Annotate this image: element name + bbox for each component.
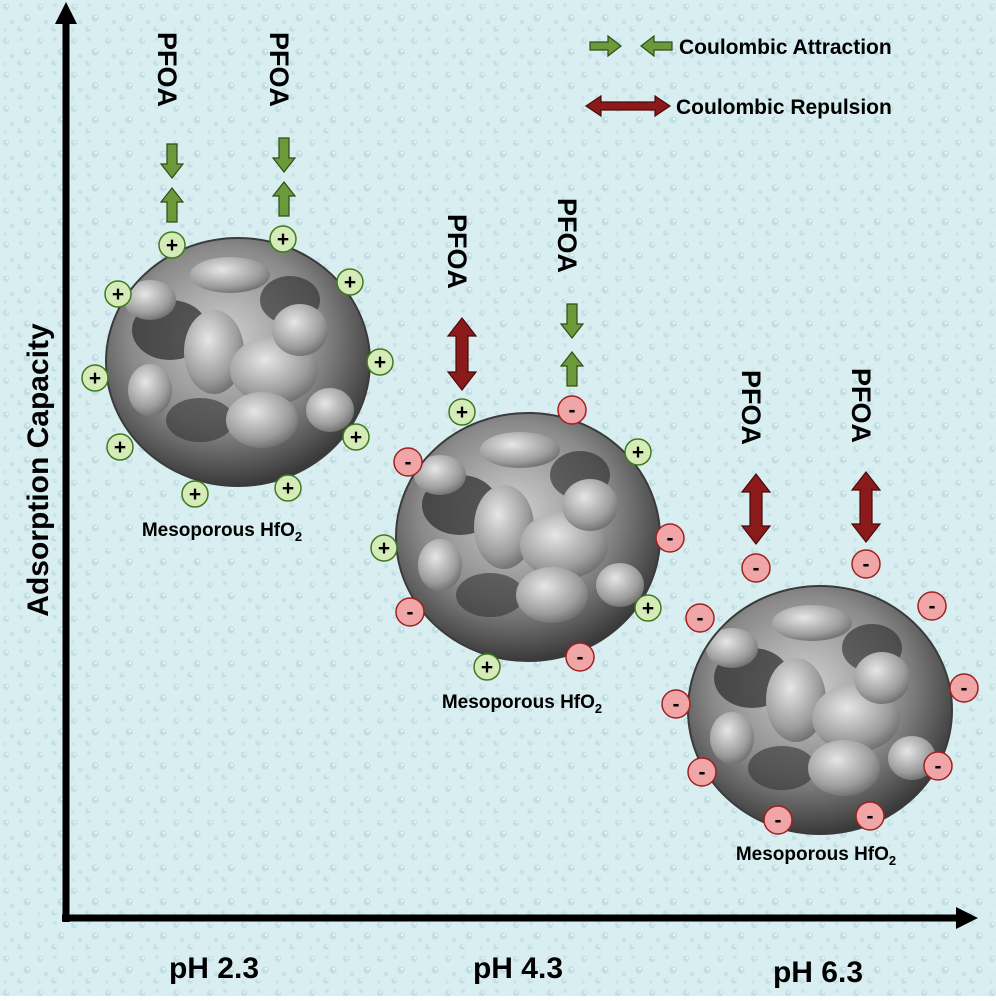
svg-text:-: - [577, 646, 584, 669]
negative-charge-icon: - [855, 801, 885, 831]
negative-charge-icon: - [557, 395, 587, 425]
svg-text:-: - [935, 755, 942, 778]
svg-text:+: + [277, 228, 289, 251]
positive-charge-icon: + [104, 280, 132, 308]
axes [55, 2, 978, 929]
pfoa-label: PFOA [264, 32, 294, 107]
repulsion-arrow-icon [850, 471, 882, 543]
negative-charge-icon: - [395, 597, 425, 627]
negative-charge-icon: - [687, 757, 717, 787]
positive-charge-icon: + [336, 268, 364, 296]
pfoa-label: PFOA [152, 32, 182, 107]
x-tick-label-3: pH 6.3 [773, 956, 863, 989]
repulsion-arrow-icon [446, 317, 478, 391]
particle-label: Mesoporous HfO2 [142, 520, 302, 544]
positive-charge-icon: + [624, 438, 652, 466]
positive-charge-icon: + [366, 348, 394, 376]
svg-text:-: - [667, 527, 674, 550]
svg-text:-: - [405, 451, 412, 474]
positive-charge-icon: + [342, 423, 370, 451]
particle-group-ph-6-3: PFOA PFOA - - - - - - [661, 368, 979, 868]
legend-attraction-arrows-icon [589, 34, 673, 58]
positive-charge-icon: + [106, 433, 134, 461]
positive-charge-icon: + [448, 398, 476, 426]
svg-text:+: + [642, 597, 654, 620]
repulsion-arrow-icon [740, 473, 772, 545]
mesoporous-particle-image [105, 237, 371, 487]
svg-text:-: - [697, 607, 704, 630]
negative-charge-icon: - [565, 642, 595, 672]
negative-charge-icon: - [917, 591, 947, 621]
positive-charge-icon: + [81, 364, 109, 392]
svg-text:+: + [282, 477, 294, 500]
negative-charge-icon: - [655, 523, 685, 553]
svg-text:-: - [863, 553, 870, 576]
svg-text:+: + [189, 483, 201, 506]
positive-charge-icon: + [181, 480, 209, 508]
legend: Coulombic Attraction Coulombic Repulsion [584, 34, 892, 119]
positive-charge-icon: + [473, 653, 501, 681]
svg-text:+: + [456, 401, 468, 424]
x-tick-label-2: pH 4.3 [473, 952, 563, 985]
svg-text:+: + [374, 351, 386, 374]
svg-text:-: - [867, 805, 874, 828]
svg-text:+: + [632, 441, 644, 464]
x-tick-label-1: pH 2.3 [169, 952, 259, 985]
negative-charge-icon: - [685, 603, 715, 633]
particle-label: Mesoporous HfO2 [736, 844, 896, 868]
particle-label: Mesoporous HfO2 [442, 692, 602, 716]
svg-text:+: + [378, 537, 390, 560]
svg-text:-: - [673, 693, 680, 716]
positive-charge-icon: + [634, 594, 662, 622]
svg-text:-: - [929, 595, 936, 618]
negative-charge-icon: - [661, 689, 691, 719]
positive-charge-icon: + [269, 225, 297, 253]
legend-repulsion-arrow-icon [584, 94, 672, 118]
svg-text:-: - [569, 399, 576, 422]
negative-charge-icon: - [393, 447, 423, 477]
positive-charge-icon: + [158, 231, 186, 259]
attraction-arrow-icon [159, 143, 185, 223]
svg-text:-: - [775, 809, 782, 832]
svg-text:-: - [753, 557, 760, 580]
positive-charge-icon: + [274, 474, 302, 502]
attraction-arrow-icon [271, 137, 297, 217]
pfoa-label: PFOA [442, 214, 472, 289]
svg-text:+: + [114, 436, 126, 459]
y-axis-label: Adsorption Capacity [22, 323, 55, 617]
positive-charge-icon: + [370, 534, 398, 562]
mesoporous-particle-image [687, 585, 953, 835]
svg-text:-: - [407, 601, 414, 624]
svg-text:+: + [166, 234, 178, 257]
svg-text:+: + [344, 271, 356, 294]
negative-charge-icon: - [949, 673, 979, 703]
y-axis-arrowhead [55, 2, 77, 24]
svg-text:+: + [112, 283, 124, 306]
attraction-arrow-icon [559, 303, 585, 387]
legend-repulsion-label: Coulombic Repulsion [676, 96, 892, 119]
pfoa-label: PFOA [552, 198, 582, 273]
pfoa-label: PFOA [736, 370, 766, 445]
negative-charge-icon: - [763, 805, 793, 835]
negative-charge-icon: - [851, 549, 881, 579]
negative-charge-icon: - [923, 751, 953, 781]
svg-text:-: - [699, 761, 706, 784]
particle-group-ph-2-3: PFOA PFOA [81, 32, 394, 544]
legend-attraction-label: Coulombic Attraction [679, 36, 892, 59]
svg-text:-: - [961, 677, 968, 700]
negative-charge-icon: - [741, 553, 771, 583]
svg-text:+: + [350, 426, 362, 449]
x-axis-arrowhead [956, 907, 978, 929]
svg-text:+: + [481, 656, 493, 679]
svg-text:+: + [89, 367, 101, 390]
pfoa-label: PFOA [846, 368, 876, 443]
particle-group-ph-4-3: PFOA PFOA + - - [370, 198, 685, 716]
mesoporous-particle-image [395, 412, 661, 662]
